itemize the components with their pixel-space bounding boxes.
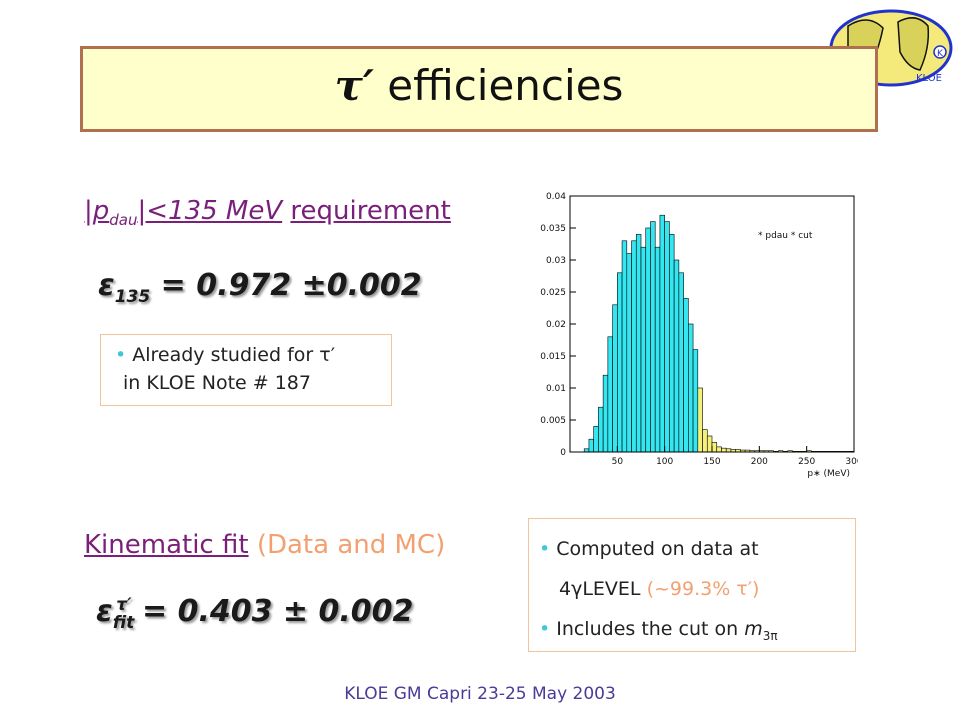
y-tick-label: 0.005 — [540, 416, 566, 426]
x-axis-label: p∗ (MeV) — [807, 469, 850, 479]
histogram-bar — [669, 234, 675, 453]
kinematic-line: Kinematic fit (Data and MC) — [84, 530, 445, 560]
y-tick-label: 0.04 — [546, 192, 566, 202]
req-lead: |p — [84, 196, 110, 226]
histogram-bar — [654, 246, 661, 453]
x-tick-label: 300 — [845, 457, 858, 467]
eps135-symbol: ε — [98, 268, 115, 303]
histogram-bar — [635, 234, 642, 453]
histogram-bar — [688, 323, 694, 453]
histogram-bar — [716, 446, 722, 453]
x-tick-label: 200 — [751, 457, 768, 467]
note-box-1: • Already studied for τ′ in KLOE Note # 1… — [100, 334, 392, 406]
note1-line1: Already studied for τ′ — [132, 344, 336, 366]
histogram-chart: 0 0.005 0.01 0.015 0.02 0.025 0.03 0.035 0.04 50 1… — [518, 184, 858, 484]
histogram-bar — [659, 214, 665, 453]
histogram-bar — [692, 349, 699, 453]
kinematic-label: Kinematic fit — [84, 530, 249, 560]
histogram-bar — [593, 426, 599, 453]
note1-line2: in KLOE Note # 187 — [123, 372, 311, 394]
histogram-bar — [721, 447, 727, 453]
logo-badge: K — [937, 49, 944, 59]
x-tick-label: 150 — [703, 457, 720, 467]
eps135-formula: ε135 = 0.972 ±0.002 — [98, 268, 422, 307]
y-tick-label: 0.01 — [546, 384, 566, 394]
note2-line2a: 4γLEVEL — [559, 578, 641, 600]
histogram-bar — [645, 227, 651, 453]
x-tick-label: 50 — [612, 457, 624, 467]
histogram-bar — [598, 406, 604, 453]
x-tick-label: 250 — [798, 457, 815, 467]
histogram-bar — [664, 221, 670, 453]
footer-text: KLOE GM Capri 23-25 May 2003 — [344, 684, 616, 704]
req-rest: |<135 MeV — [137, 196, 283, 226]
bullet-icon: • — [115, 344, 127, 366]
note2-line3b: m — [744, 618, 763, 640]
req-tail: requirement — [290, 196, 451, 226]
bullet-icon: • — [539, 538, 551, 560]
epsfit-value: = 0.403 ± 0.002 — [142, 594, 414, 629]
eps135-value: = 0.972 ±0.002 — [160, 268, 422, 303]
y-tick-label: 0.025 — [540, 288, 566, 298]
bullet-icon: • — [539, 618, 551, 640]
note2-line3sub: 3π — [762, 628, 778, 643]
histogram-bar — [711, 442, 718, 453]
histogram-bar — [588, 438, 594, 453]
histogram-bar — [626, 253, 632, 453]
title-text: efficiencies — [387, 61, 624, 110]
histogram-bar — [621, 240, 628, 453]
epsfit-sup: τ′ — [116, 595, 132, 615]
epsfit-formula: εfitτ′ = 0.403 ± 0.002 — [96, 594, 413, 633]
histogram-bar — [673, 259, 680, 453]
histogram-bar — [631, 240, 637, 453]
histogram-bar — [702, 429, 708, 453]
requirement-line: |pdau|<135 MeV requirement — [84, 196, 451, 229]
page-title: τ′ efficiencies — [83, 61, 875, 110]
y-tick-label: 0 — [560, 448, 566, 458]
y-tick-label: 0.015 — [540, 352, 566, 362]
note2-line2b: (~99.3% τ′) — [646, 578, 760, 600]
eps135-sub: 135 — [114, 287, 151, 307]
histogram-bar — [650, 221, 656, 453]
title-tau: τ′ — [334, 61, 374, 110]
req-sub: dau — [109, 211, 138, 230]
y-tick-label: 0.02 — [546, 320, 566, 330]
note-box-2: • Computed on data at 4γLEVEL (~99.3% τ′)… — [528, 518, 856, 652]
histogram-bar — [678, 272, 684, 453]
chart-legend: * pdau * cut — [758, 231, 813, 241]
title-banner: τ′ efficiencies — [80, 46, 878, 132]
histogram-bar — [602, 374, 609, 453]
histogram-bar — [612, 304, 618, 453]
epsfit-symbol: ε — [96, 594, 113, 629]
histogram-bar — [697, 387, 703, 453]
histogram-bar — [683, 298, 689, 453]
histogram-bar — [706, 435, 713, 453]
histogram-bar — [607, 336, 613, 453]
x-tick-label: 100 — [656, 457, 673, 467]
histogram-bar — [617, 272, 623, 453]
y-tick-label: 0.035 — [540, 224, 566, 234]
note2-line3a: Includes the cut on — [556, 618, 739, 640]
logo-text: KLOE — [916, 73, 942, 84]
histogram-bar — [640, 246, 647, 453]
y-tick-label: 0.03 — [546, 256, 566, 266]
kinematic-extra: (Data and MC) — [256, 530, 446, 560]
note2-line1: Computed on data at — [556, 538, 759, 560]
epsfit-sub: fit — [112, 613, 135, 633]
